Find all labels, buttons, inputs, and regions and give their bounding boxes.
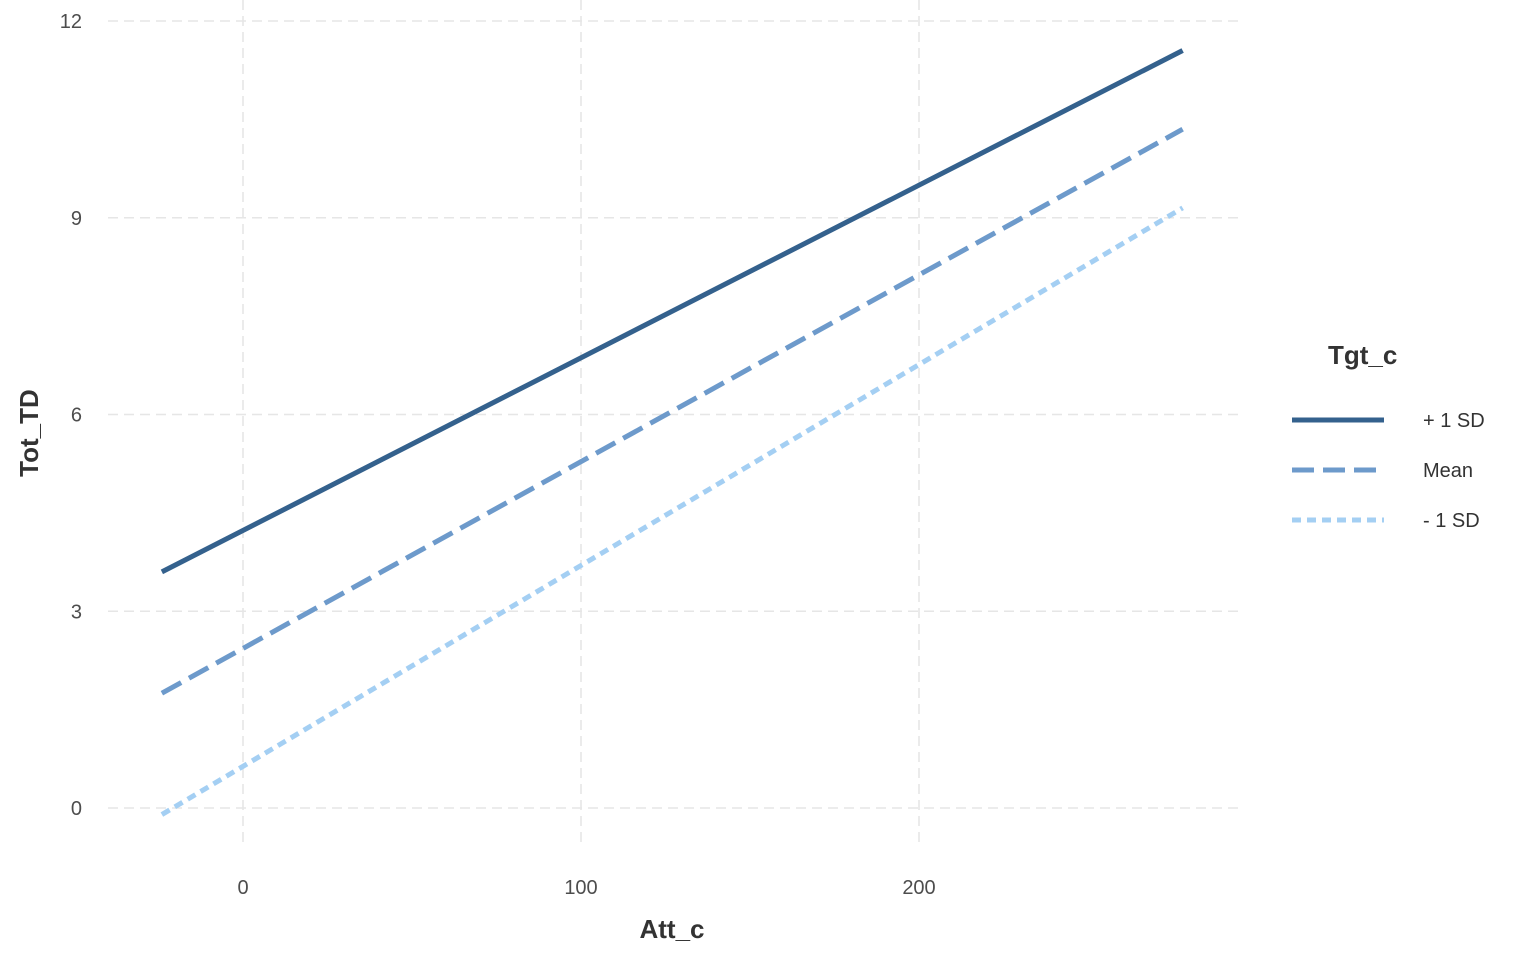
x-tick-label: 200 — [902, 877, 935, 899]
series-line — [160, 127, 1184, 696]
series-line — [160, 48, 1184, 575]
gridlines — [108, 0, 1238, 848]
tick-labels: 0 3 6 9 12 0 100 200 — [60, 11, 936, 899]
y-tick-label: 12 — [60, 11, 82, 33]
x-tick-label: 100 — [564, 877, 597, 899]
y-tick-label: 0 — [71, 798, 82, 820]
legend-label: - 1 SD — [1423, 510, 1480, 532]
y-tick-label: 6 — [71, 405, 82, 427]
x-tick-label: 0 — [237, 877, 248, 899]
series-line — [160, 205, 1184, 817]
legend: Tgt_c + 1 SD Mean - 1 SD — [1292, 340, 1485, 532]
series-lines — [160, 48, 1184, 817]
legend-label: + 1 SD — [1423, 410, 1485, 432]
y-tick-label: 9 — [71, 208, 82, 230]
legend-label: Mean — [1423, 460, 1473, 482]
x-axis-title: Att_c — [639, 914, 704, 944]
legend-title: Tgt_c — [1328, 340, 1397, 370]
y-tick-label: 3 — [71, 601, 82, 623]
y-axis-title: Tot_TD — [14, 389, 44, 477]
